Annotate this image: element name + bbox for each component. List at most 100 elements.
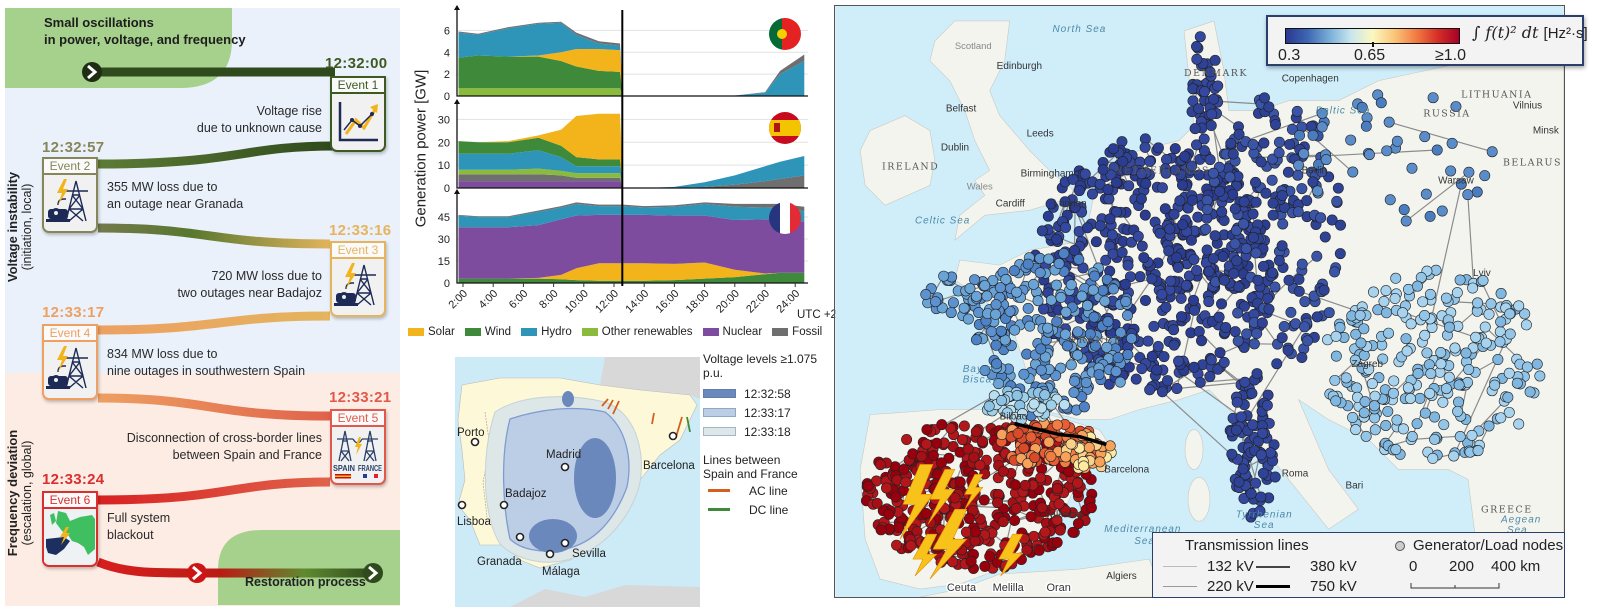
grid-node [1316, 121, 1328, 133]
grid-node [979, 560, 991, 572]
y-tick-label: 2 [444, 69, 450, 81]
city-label: Madrid [546, 449, 581, 461]
grid-node [1132, 230, 1144, 242]
grid-node [1010, 502, 1022, 514]
event-4-label: Event 4 [44, 326, 96, 342]
grid-node [1188, 294, 1200, 306]
grid-node [986, 326, 998, 337]
grid-node [1255, 491, 1267, 503]
grid-node [991, 358, 1003, 370]
grid-node [981, 290, 993, 302]
grid-node [979, 280, 991, 292]
grid-node [1107, 283, 1119, 295]
grid-node [1080, 377, 1092, 389]
legend-item-fossil: Fossil [772, 326, 822, 338]
grid-node [1298, 148, 1310, 160]
grid-node [1110, 177, 1122, 189]
grid-node [1114, 376, 1126, 388]
grid-node [1065, 359, 1077, 371]
grid-node [1381, 145, 1393, 157]
grid-node [1094, 178, 1106, 190]
grid-node [1196, 335, 1207, 347]
grid-node [1267, 197, 1279, 209]
country-label: IRELAND [882, 161, 939, 172]
legend-label: AC line [749, 483, 788, 498]
grid-node [1078, 460, 1090, 472]
grid-node [1437, 396, 1449, 408]
grid-node [949, 492, 961, 504]
grid-node [1383, 327, 1395, 339]
axis-arrow [454, 5, 460, 10]
grid-node [1193, 103, 1205, 115]
grid-node [1110, 206, 1122, 218]
corsica-sardinia [1184, 429, 1204, 470]
grid-node [1230, 225, 1242, 237]
grid-node [1401, 345, 1413, 357]
grid-node [1329, 374, 1341, 386]
grid-node [1154, 227, 1166, 239]
grid-node [1136, 363, 1148, 375]
event-5-card: Event 5 SPAIN FRANCE [330, 409, 386, 485]
city-label: Cardiff [996, 198, 1025, 209]
grid-node [1485, 298, 1497, 310]
grid-node [1078, 401, 1090, 413]
grid-node [1054, 524, 1066, 536]
legend-swatch [581, 328, 598, 336]
grid-node [1060, 306, 1072, 318]
grid-node [1189, 123, 1201, 135]
grid-node [1383, 116, 1395, 128]
grid-node [871, 497, 883, 509]
grid-node [1502, 391, 1514, 403]
grid-node [1191, 139, 1202, 151]
event-2-description: 355 MW loss due to an outage near Granad… [107, 179, 243, 213]
grid-node [978, 494, 990, 506]
grid-node [1245, 488, 1257, 500]
x-tick-label: 6:00 [507, 288, 531, 312]
grid-node [1446, 137, 1458, 149]
grid-node [1414, 392, 1426, 404]
grid-node [969, 274, 981, 286]
grid-node [1366, 378, 1378, 390]
france-land [600, 357, 700, 399]
grid-node [1419, 407, 1431, 419]
grid-node [1486, 146, 1498, 158]
grid-node [1250, 477, 1262, 489]
grid-node [1241, 328, 1253, 340]
grid-node [1099, 295, 1111, 307]
description-line: Voltage rise [256, 104, 322, 118]
scale-label: 0 [1409, 558, 1418, 575]
grid-node [1305, 121, 1317, 132]
grid-node [1059, 196, 1071, 208]
sea-label: Aegean [1500, 514, 1541, 525]
area-france-solar [458, 262, 805, 281]
generator-tower-lightning-icon [334, 263, 376, 306]
grid-node [1019, 479, 1031, 491]
grid-node [1472, 445, 1484, 457]
legend-item-hydro: Hydro [521, 326, 572, 338]
ac-lines [601, 398, 683, 438]
legend-label: Generator/Load nodes [1413, 537, 1564, 554]
x-tick-label: 16:00 [654, 288, 682, 316]
grid-node [1169, 143, 1181, 155]
grid-node [1012, 427, 1024, 439]
grid-node [1085, 502, 1097, 514]
voltage-area-12-32-58 [562, 391, 574, 407]
grid-node [1135, 193, 1147, 205]
city-label: Bari [1346, 480, 1364, 491]
grid-node [1271, 358, 1283, 370]
grid-node [1524, 386, 1536, 398]
description-line: nine outages in southwestern Spain [107, 364, 306, 378]
grid-node [1319, 231, 1331, 243]
grid-node [1229, 326, 1241, 338]
grid-node [1402, 382, 1414, 394]
grid-node [1140, 295, 1151, 306]
grid-node [1097, 164, 1109, 176]
grid-node [1156, 182, 1168, 194]
grid-node [969, 535, 981, 547]
formula-unit: [Hz²·s] [1543, 25, 1588, 42]
grid-node [1063, 466, 1075, 478]
grid-node [1067, 526, 1079, 538]
grid-node [1148, 320, 1160, 332]
country-label: NETHERLANDS [1114, 165, 1210, 176]
grid-node [890, 491, 902, 503]
